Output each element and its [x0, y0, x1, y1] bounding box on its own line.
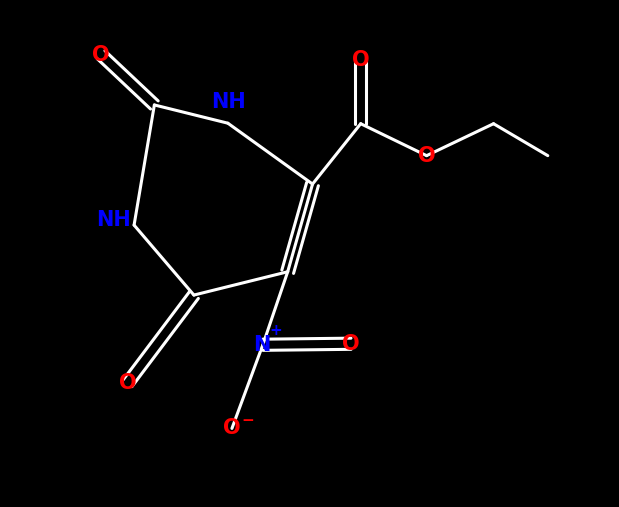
Text: O: O — [418, 146, 435, 166]
Text: NH: NH — [97, 210, 131, 230]
Text: N: N — [253, 335, 270, 355]
Text: NH: NH — [212, 92, 246, 112]
Text: −: − — [242, 413, 254, 428]
Text: O: O — [223, 418, 241, 439]
Text: O: O — [352, 50, 370, 70]
Text: O: O — [92, 45, 110, 65]
Text: O: O — [342, 334, 360, 354]
Text: O: O — [119, 373, 136, 393]
Text: +: + — [269, 323, 282, 338]
